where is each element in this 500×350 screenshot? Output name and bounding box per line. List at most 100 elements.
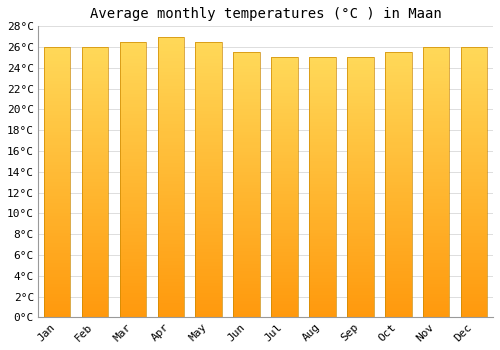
Bar: [272, 243, 298, 246]
Bar: [347, 266, 374, 269]
Bar: [385, 258, 411, 261]
Bar: [347, 145, 374, 148]
Bar: [461, 121, 487, 125]
Bar: [82, 74, 108, 77]
Bar: [272, 249, 298, 252]
Bar: [347, 298, 374, 301]
Bar: [44, 111, 70, 115]
Bar: [423, 142, 450, 145]
Bar: [196, 145, 222, 149]
Bar: [272, 311, 298, 314]
Bar: [82, 169, 108, 172]
Bar: [196, 310, 222, 314]
Bar: [158, 153, 184, 156]
Bar: [158, 300, 184, 303]
Bar: [120, 235, 146, 238]
Bar: [461, 148, 487, 152]
Bar: [461, 111, 487, 115]
Bar: [158, 237, 184, 240]
Bar: [196, 273, 222, 276]
Bar: [461, 290, 487, 294]
Bar: [385, 162, 411, 165]
Bar: [234, 92, 260, 96]
Bar: [347, 67, 374, 70]
Bar: [196, 142, 222, 145]
Bar: [196, 314, 222, 317]
Bar: [423, 294, 450, 297]
Bar: [120, 221, 146, 224]
Bar: [272, 201, 298, 204]
Bar: [461, 179, 487, 182]
Bar: [423, 159, 450, 162]
Bar: [234, 128, 260, 132]
Bar: [196, 138, 222, 142]
Bar: [461, 199, 487, 203]
Bar: [82, 77, 108, 81]
Bar: [196, 83, 222, 87]
Bar: [423, 203, 450, 206]
Bar: [309, 295, 336, 298]
Bar: [385, 105, 411, 108]
Bar: [461, 267, 487, 270]
Bar: [234, 145, 260, 148]
Bar: [120, 66, 146, 69]
Bar: [461, 77, 487, 81]
Bar: [234, 231, 260, 235]
Bar: [423, 105, 450, 108]
Bar: [272, 90, 298, 93]
Bar: [347, 135, 374, 139]
Bar: [82, 47, 108, 50]
Bar: [234, 122, 260, 125]
Bar: [196, 155, 222, 159]
Bar: [120, 166, 146, 169]
Bar: [82, 314, 108, 317]
Bar: [385, 108, 411, 112]
Bar: [196, 56, 222, 59]
Bar: [309, 155, 336, 158]
Bar: [44, 257, 70, 260]
Bar: [461, 47, 487, 50]
Bar: [196, 276, 222, 280]
Bar: [44, 189, 70, 192]
Bar: [196, 152, 222, 155]
Bar: [309, 80, 336, 84]
Bar: [385, 291, 411, 294]
Bar: [272, 132, 298, 135]
Bar: [82, 280, 108, 284]
Bar: [120, 259, 146, 262]
Bar: [385, 298, 411, 301]
Bar: [272, 64, 298, 67]
Bar: [44, 142, 70, 145]
Bar: [120, 142, 146, 145]
Bar: [234, 185, 260, 188]
Bar: [82, 182, 108, 186]
Bar: [309, 223, 336, 226]
Bar: [423, 145, 450, 148]
Bar: [272, 259, 298, 262]
Bar: [309, 132, 336, 135]
Bar: [82, 213, 108, 216]
Bar: [82, 301, 108, 304]
Bar: [120, 52, 146, 56]
Bar: [309, 100, 336, 103]
Bar: [423, 260, 450, 264]
Bar: [461, 182, 487, 186]
Bar: [347, 191, 374, 194]
Bar: [44, 159, 70, 162]
Bar: [423, 166, 450, 169]
Bar: [272, 279, 298, 282]
Bar: [461, 260, 487, 264]
Bar: [461, 209, 487, 213]
Bar: [385, 301, 411, 304]
Bar: [461, 159, 487, 162]
Bar: [82, 209, 108, 213]
Bar: [461, 233, 487, 236]
Bar: [423, 277, 450, 280]
Bar: [234, 311, 260, 314]
Bar: [385, 182, 411, 185]
Bar: [82, 121, 108, 125]
Bar: [120, 304, 146, 307]
Bar: [272, 74, 298, 77]
Bar: [423, 121, 450, 125]
Bar: [423, 189, 450, 192]
